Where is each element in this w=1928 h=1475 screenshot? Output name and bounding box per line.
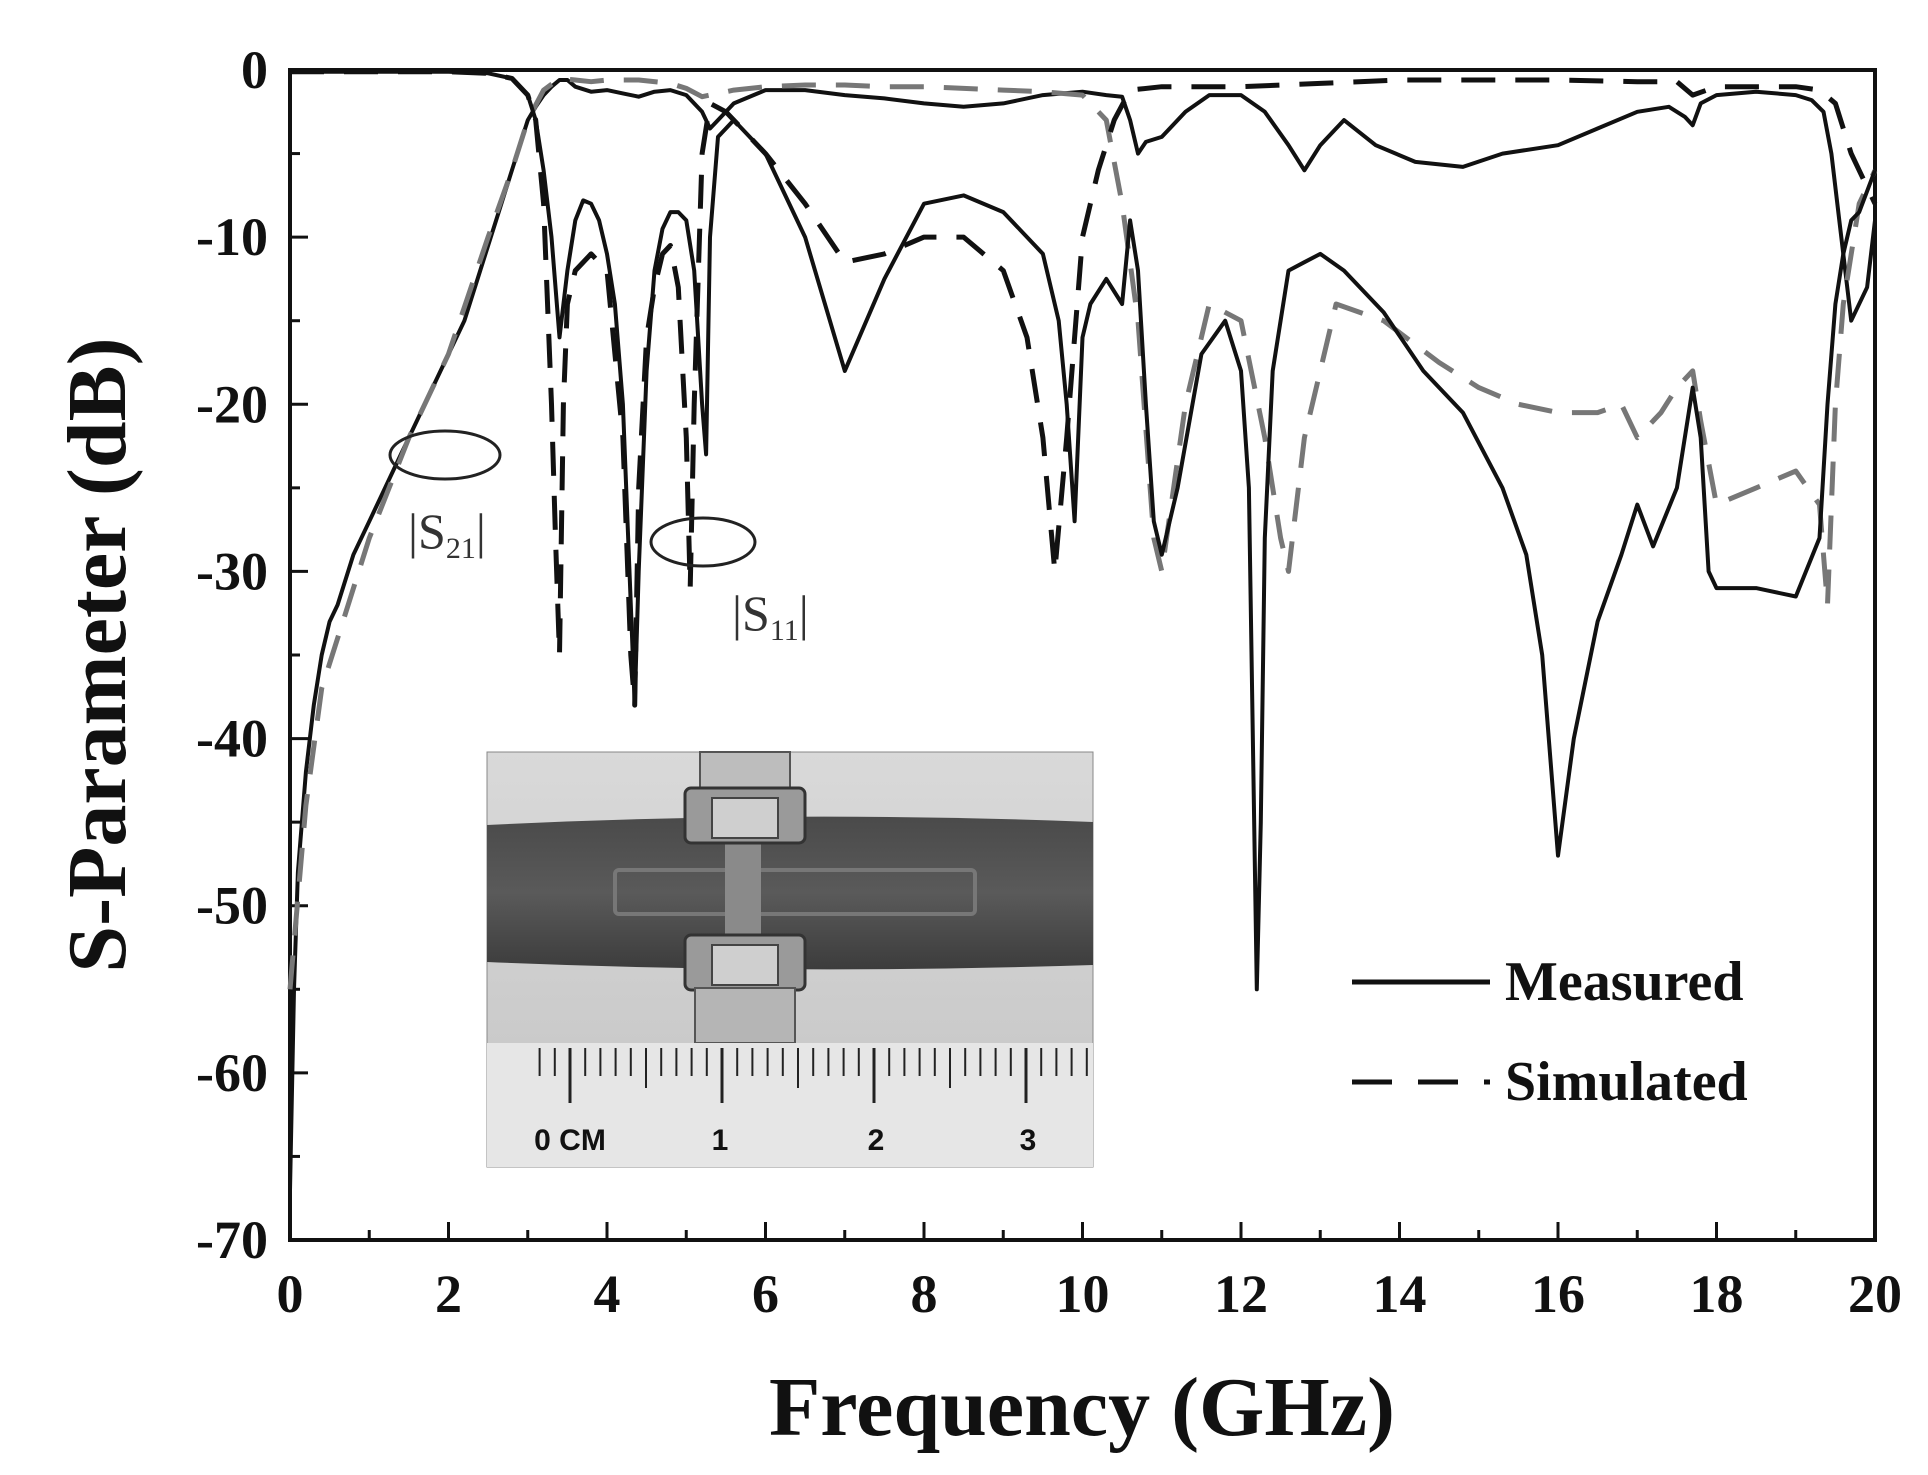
- y-tick-label: 0: [241, 40, 268, 100]
- annotation-s11-ellipse: [649, 516, 757, 568]
- y-tick-label: -60: [196, 1043, 268, 1103]
- legend: Measured Simulated: [1352, 951, 1748, 1113]
- annotation-s11-label: |S11|: [732, 585, 809, 647]
- legend-label-measured: Measured: [1505, 951, 1744, 1013]
- series-s11-measured: [290, 69, 1877, 992]
- annotation-s11: |S11|: [649, 516, 809, 647]
- y-tick-label: -70: [196, 1210, 268, 1270]
- annotation-s21-label: |S21|: [408, 503, 486, 565]
- series-s21-simulated: [287, 75, 1878, 990]
- y-tick-label: -20: [196, 374, 268, 434]
- x-axis-title: Frequency (GHz): [769, 1361, 1395, 1454]
- inset-photo: 0 CM 1 2 3: [486, 751, 1094, 1168]
- y-tick-label: -50: [196, 876, 268, 936]
- y-tick-label: -30: [196, 541, 268, 601]
- x-tick-label: 0: [277, 1264, 304, 1324]
- x-tick-label: 18: [1690, 1264, 1744, 1324]
- x-tick-label: 4: [594, 1264, 621, 1324]
- x-tick-label: 8: [911, 1264, 938, 1324]
- inset-ruler-ticks: [538, 1048, 1088, 1103]
- series-layer: [287, 69, 1878, 1190]
- x-tick-label: 20: [1848, 1264, 1902, 1324]
- x-tick-label: 6: [752, 1264, 779, 1324]
- series-s11-simulated: [290, 69, 1878, 708]
- legend-label-simulated: Simulated: [1505, 1051, 1748, 1113]
- x-tick-label: 2: [435, 1264, 462, 1324]
- ruler-label-3: 3: [1020, 1124, 1037, 1157]
- x-tick-label: 14: [1373, 1264, 1427, 1324]
- inset-ruler: [487, 1043, 1093, 1167]
- ruler-label-0cm: 0 CM: [534, 1124, 606, 1157]
- x-tick-label: 16: [1531, 1264, 1585, 1324]
- y-axis-title: S-Parameter (dB): [51, 337, 144, 972]
- ruler-label-1: 1: [712, 1124, 729, 1157]
- y-axis-ticks: 0 -10 -20 -30 -40 -50 -60 -70: [196, 40, 308, 1270]
- y-tick-label: -40: [196, 709, 268, 769]
- annotation-s21-ellipse: [388, 429, 502, 481]
- x-axis-ticks: 0 2 4 6 8 10 12 14 16 18 20: [277, 1222, 1902, 1324]
- annotation-s21: |S21|: [388, 429, 502, 565]
- inset-connector-bottom: [683, 933, 807, 1044]
- ruler-label-2: 2: [868, 1124, 885, 1157]
- series-s21-measured: [288, 78, 1877, 1190]
- x-tick-label: 10: [1056, 1264, 1110, 1324]
- inset-filter-trace: [613, 868, 977, 916]
- x-tick-label: 12: [1214, 1264, 1268, 1324]
- inset-connector-top: [683, 751, 807, 845]
- y-tick-label: -10: [196, 207, 268, 267]
- inset-pcb-board: [487, 816, 1093, 970]
